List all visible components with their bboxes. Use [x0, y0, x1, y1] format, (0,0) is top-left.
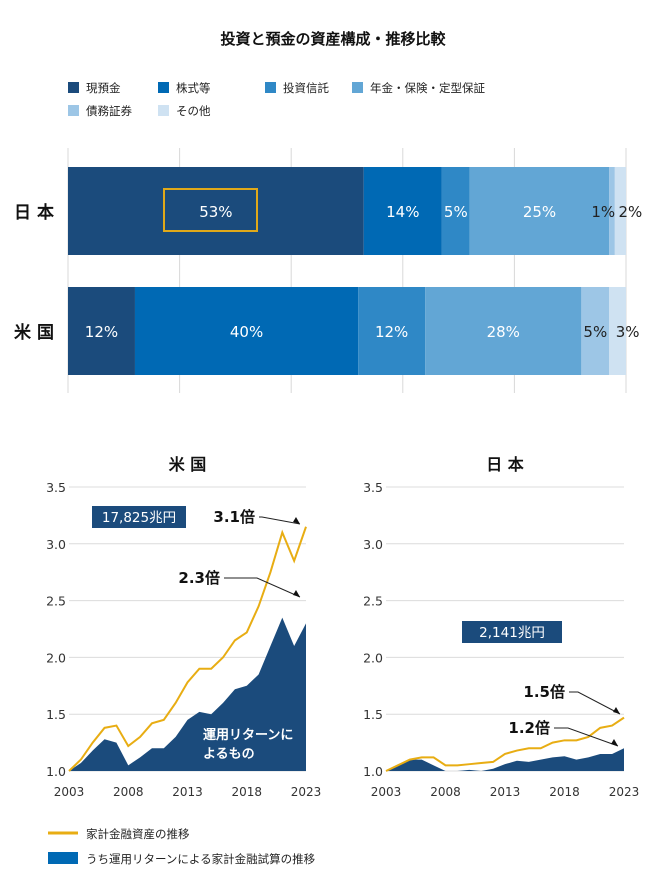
y-tick-label: 1.0 — [363, 764, 383, 779]
bar-segment — [441, 167, 470, 255]
data-label: 2% — [619, 203, 643, 221]
category-label: 日 本 — [14, 202, 54, 223]
data-label: 40% — [230, 323, 263, 341]
legend-area-swatch — [48, 852, 78, 864]
bar-segment — [68, 167, 364, 255]
amount-box — [462, 621, 562, 643]
data-label: 1% — [591, 203, 615, 221]
amount-label: 17,825兆円 — [102, 510, 176, 526]
category-label: 米 国 — [14, 322, 54, 343]
arrow-head — [613, 707, 620, 714]
area-label: 運用リターンに — [203, 728, 293, 743]
legend-swatch — [68, 82, 79, 93]
x-tick-label: 2008 — [430, 785, 461, 799]
chart-title: 投資と預金の資産構成・推移比較 — [220, 30, 446, 48]
data-label: 5% — [583, 323, 607, 341]
y-tick-label: 1.5 — [363, 707, 383, 722]
annotation-arrow — [569, 691, 621, 715]
bar-segment — [363, 167, 442, 255]
subchart-title: 米 国 — [169, 455, 207, 474]
legend-swatch — [158, 105, 169, 116]
y-tick-label: 2.0 — [46, 650, 66, 665]
return-area — [386, 748, 624, 771]
legend-label: 年金・保険・定型保証 — [370, 81, 485, 95]
data-label: 12% — [85, 323, 118, 341]
x-tick-label: 2013 — [172, 785, 203, 799]
legend-label: 債務証券 — [86, 104, 132, 118]
arrow-head — [611, 739, 618, 746]
annotation-arrow — [259, 516, 301, 525]
bar-segment — [609, 167, 615, 255]
y-tick-label: 2.5 — [363, 594, 383, 609]
annotation-arrow — [224, 577, 301, 598]
area-label: よるもの — [203, 747, 255, 762]
legend-swatch — [68, 105, 79, 116]
y-tick-label: 1.0 — [46, 764, 66, 779]
legend-swatch — [265, 82, 276, 93]
legend-label: 家計金融資産の推移 — [86, 827, 190, 841]
highlight-box — [163, 188, 258, 232]
bar-segment — [425, 287, 582, 375]
y-tick-label: 2.0 — [363, 650, 383, 665]
arrow-head — [293, 517, 300, 524]
y-tick-label: 1.5 — [46, 707, 66, 722]
data-label: 5% — [444, 203, 468, 221]
data-label: 3% — [616, 323, 640, 341]
x-tick-label: 2018 — [549, 785, 580, 799]
data-label: 14% — [386, 203, 419, 221]
annotation-arrow — [554, 727, 619, 747]
legend-label: 投資信託 — [283, 81, 329, 95]
y-tick-label: 3.0 — [363, 537, 383, 552]
bar-segment — [134, 287, 359, 375]
bar-segment — [469, 167, 610, 255]
y-tick-label: 3.0 — [46, 537, 66, 552]
data-label: 28% — [487, 323, 520, 341]
subchart-title: 日 本 — [486, 455, 524, 474]
x-tick-label: 2008 — [113, 785, 144, 799]
x-tick-label: 2013 — [490, 785, 521, 799]
legend-label: その他 — [176, 104, 211, 118]
ratio-label: 1.2倍 — [508, 719, 550, 737]
amount-label: 2,141兆円 — [479, 625, 545, 641]
legend-label: 株式等 — [176, 81, 211, 95]
x-tick-label: 2003 — [54, 785, 85, 799]
ratio-label: 1.5倍 — [523, 683, 565, 701]
return-area — [69, 617, 306, 771]
legend-swatch — [352, 82, 363, 93]
ratio-label: 3.1倍 — [213, 508, 255, 526]
legend-label: 現預金 — [86, 81, 121, 95]
bar-segment — [581, 287, 610, 375]
data-label: 53% — [199, 203, 232, 221]
x-tick-label: 2018 — [231, 785, 262, 799]
x-tick-label: 2023 — [609, 785, 640, 799]
bar-segment — [68, 287, 135, 375]
x-tick-label: 2023 — [291, 785, 322, 799]
data-label: 25% — [523, 203, 556, 221]
amount-box — [92, 506, 186, 528]
bar-segment — [614, 167, 626, 255]
y-tick-label: 2.5 — [46, 594, 66, 609]
data-label: 12% — [375, 323, 408, 341]
ratio-label: 2.3倍 — [178, 569, 220, 587]
y-tick-label: 3.5 — [363, 480, 383, 495]
bar-segment — [358, 287, 426, 375]
x-tick-label: 2003 — [371, 785, 402, 799]
legend-label: うち運用リターンによる家計金融試算の推移 — [86, 852, 316, 866]
arrow-head — [293, 590, 300, 597]
bar-segment — [609, 287, 626, 375]
legend-swatch — [158, 82, 169, 93]
y-tick-label: 3.5 — [46, 480, 66, 495]
